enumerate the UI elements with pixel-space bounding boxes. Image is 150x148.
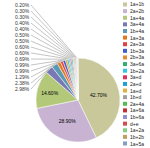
svg-text:0.99%: 0.99% [15, 62, 30, 68]
svg-text:1a+2a: 1a+2a [130, 127, 144, 133]
svg-text:3a+4a: 3a+4a [130, 21, 144, 27]
svg-text:0.50%: 0.50% [15, 32, 30, 38]
svg-text:0.60%: 0.60% [15, 50, 30, 56]
svg-text:1a+5a: 1a+5a [130, 141, 144, 147]
svg-text:1a+4a: 1a+4a [130, 15, 144, 21]
svg-text:2a+d: 2a+d [130, 81, 141, 87]
svg-text:1.29%: 1.29% [15, 74, 30, 80]
svg-text:3a+6a: 3a+6a [130, 61, 144, 67]
svg-text:1a+6a: 1a+6a [130, 107, 144, 113]
svg-text:1b+2a: 1b+2a [130, 68, 144, 74]
svg-text:0.30%: 0.30% [15, 8, 30, 14]
svg-text:1b+4a: 1b+4a [130, 28, 144, 34]
svg-text:28.90%: 28.90% [59, 118, 77, 124]
svg-text:0.50%: 0.50% [15, 38, 30, 44]
svg-text:d+e: d+e [130, 121, 139, 127]
svg-text:42.70%: 42.70% [90, 92, 108, 98]
svg-text:2.98%: 2.98% [15, 86, 30, 92]
svg-text:2a+2b: 2a+2b [130, 8, 144, 14]
svg-text:1a+d: 1a+d [130, 88, 141, 94]
svg-text:2.38%: 2.38% [15, 80, 30, 86]
svg-text:0.60%: 0.60% [15, 44, 30, 50]
svg-text:1b+3a: 1b+3a [130, 48, 144, 54]
svg-text:2a+3a: 2a+3a [130, 41, 144, 47]
svg-text:2a+4a: 2a+4a [130, 101, 144, 107]
svg-text:1b+6a: 1b+6a [130, 114, 144, 120]
svg-text:0.30%: 0.30% [15, 14, 30, 20]
svg-text:14.60%: 14.60% [41, 90, 59, 96]
svg-text:2b+3a: 2b+3a [130, 54, 144, 60]
svg-text:1a+1b: 1a+1b [130, 1, 144, 7]
svg-text:1b+2b: 1b+2b [130, 134, 144, 140]
svg-text:3a+d: 3a+d [130, 74, 141, 80]
svg-text:0.40%: 0.40% [15, 20, 30, 26]
svg-text:0.20%: 0.20% [15, 2, 30, 8]
svg-text:1a+3a: 1a+3a [130, 35, 144, 41]
svg-text:0.99%: 0.99% [15, 68, 30, 74]
svg-text:1b+d: 1b+d [130, 94, 141, 100]
svg-text:0.69%: 0.69% [15, 56, 30, 62]
svg-text:0.40%: 0.40% [15, 26, 30, 32]
